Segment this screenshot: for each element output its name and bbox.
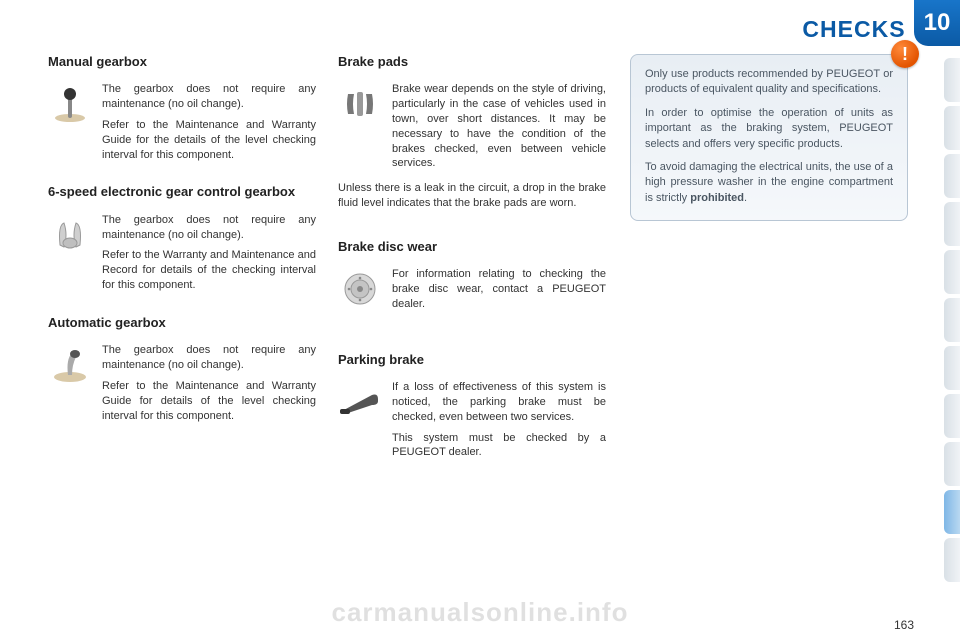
text-parking-brake: If a loss of effectiveness of this syste… [392,380,606,466]
side-tab[interactable] [944,442,960,486]
side-tab-active[interactable] [944,490,960,534]
side-tab[interactable] [944,538,960,582]
side-tab[interactable] [944,154,960,198]
heading-6speed-gearbox: 6-speed electronic gear control gearbox [48,184,316,200]
heading-parking-brake: Parking brake [338,352,606,368]
info-p3: To avoid damaging the electrical units, … [645,160,893,206]
text-brake-pads-2: Unless there is a leak in the circuit, a… [338,181,606,211]
gear-lever-icon [48,82,92,126]
heading-automatic-gearbox: Automatic gearbox [48,315,316,331]
text-brake-pads-1: Brake wear depends on the style of drivi… [392,82,606,177]
chapter-number: 10 [924,9,951,36]
column-right: ! Only use products recommended by PEUGE… [628,54,908,620]
heading-manual-gearbox: Manual gearbox [48,54,316,70]
text-manual-gearbox: The gearbox does not require any mainten… [102,82,316,168]
side-tab[interactable] [944,58,960,102]
page-number: 163 [894,618,914,632]
block-parking-brake: If a loss of effectiveness of this syste… [338,380,606,466]
side-tab[interactable] [944,298,960,342]
side-tabs [944,58,960,582]
text-automatic-gearbox: The gearbox does not require any mainten… [102,343,316,429]
page: CHECKS 10 Manual gearbox [0,0,960,640]
brake-pads-icon [338,82,382,126]
heading-brake-pads: Brake pads [338,54,606,70]
side-tab[interactable] [944,106,960,150]
side-tab[interactable] [944,202,960,246]
block-6speed-gearbox: The gearbox does not require any mainten… [48,213,316,299]
heading-brake-disc-wear: Brake disc wear [338,239,606,255]
parking-brake-icon [338,380,382,424]
block-manual-gearbox: The gearbox does not require any mainten… [48,82,316,168]
content-columns: Manual gearbox The gearbox does not requ… [48,54,908,620]
brake-disc-icon [338,267,382,311]
text-brake-disc: For information relating to checking the… [392,267,606,318]
side-tab[interactable] [944,346,960,390]
column-left: Manual gearbox The gearbox does not requ… [48,54,316,620]
column-middle: Brake pads Brake wear depends on the sty… [338,54,606,620]
header: CHECKS 10 [0,6,960,52]
paddle-shift-icon [48,213,92,257]
warning-badge-icon: ! [891,40,919,68]
chapter-badge: 10 [914,0,960,46]
info-p1: Only use products recommended by PEUGEOT… [645,67,893,98]
side-tab[interactable] [944,394,960,438]
block-automatic-gearbox: The gearbox does not require any mainten… [48,343,316,429]
block-brake-disc: For information relating to checking the… [338,267,606,318]
info-callout: ! Only use products recommended by PEUGE… [630,54,908,221]
side-tab[interactable] [944,250,960,294]
text-6speed-gearbox: The gearbox does not require any mainten… [102,213,316,299]
auto-lever-icon [48,343,92,387]
page-title: CHECKS [802,16,905,43]
block-brake-pads: Brake wear depends on the style of drivi… [338,82,606,177]
info-p2: In order to optimise the operation of un… [645,106,893,152]
